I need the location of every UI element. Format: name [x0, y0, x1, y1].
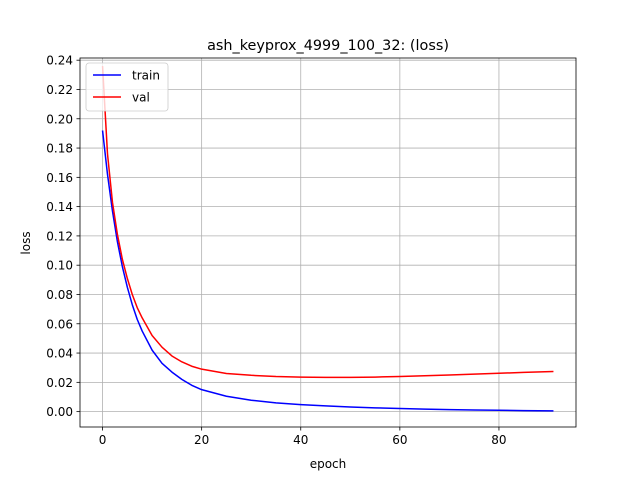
y-tick-label: 0.16	[46, 171, 73, 185]
x-axis-ticks: 0 20 40 60 80	[99, 427, 507, 447]
y-tick-label: 0.02	[46, 376, 73, 390]
series-line-train	[101, 130, 554, 412]
y-tick-label: 0.18	[46, 142, 73, 156]
y-tick-label: 0.00	[46, 405, 73, 419]
series-lines	[101, 66, 554, 412]
y-axis-ticks: 0.00 0.02 0.04 0.06 0.08 0.10 0.12 0.14 0.16 0.18…	[46, 54, 80, 419]
y-tick-label: 0.20	[46, 112, 73, 126]
y-tick-label: 0.14	[46, 200, 73, 214]
y-tick-label: 0.04	[46, 347, 73, 361]
x-tick-label: 40	[293, 433, 308, 447]
x-tick-label: 80	[491, 433, 506, 447]
legend-label-val: val	[132, 91, 150, 105]
y-axis-label: loss	[19, 231, 33, 254]
y-tick-label: 0.24	[46, 54, 73, 68]
y-tick-label: 0.10	[46, 259, 73, 273]
x-tick-label: 20	[194, 433, 209, 447]
legend: train val	[85, 62, 169, 112]
x-tick-label: 0	[99, 433, 107, 447]
y-tick-label: 0.08	[46, 288, 73, 302]
y-tick-label: 0.22	[46, 83, 73, 97]
chart-title: ash_keyprox_4999_100_32: (loss)	[207, 38, 449, 54]
plot-area-frame	[79, 57, 577, 428]
y-tick-label: 0.06	[46, 317, 73, 331]
x-tick-label: 60	[392, 433, 407, 447]
x-axis-label: epoch	[310, 457, 347, 471]
grid	[80, 58, 576, 427]
series-line-val	[101, 66, 554, 379]
y-tick-label: 0.12	[46, 229, 73, 243]
legend-label-train: train	[132, 69, 160, 83]
